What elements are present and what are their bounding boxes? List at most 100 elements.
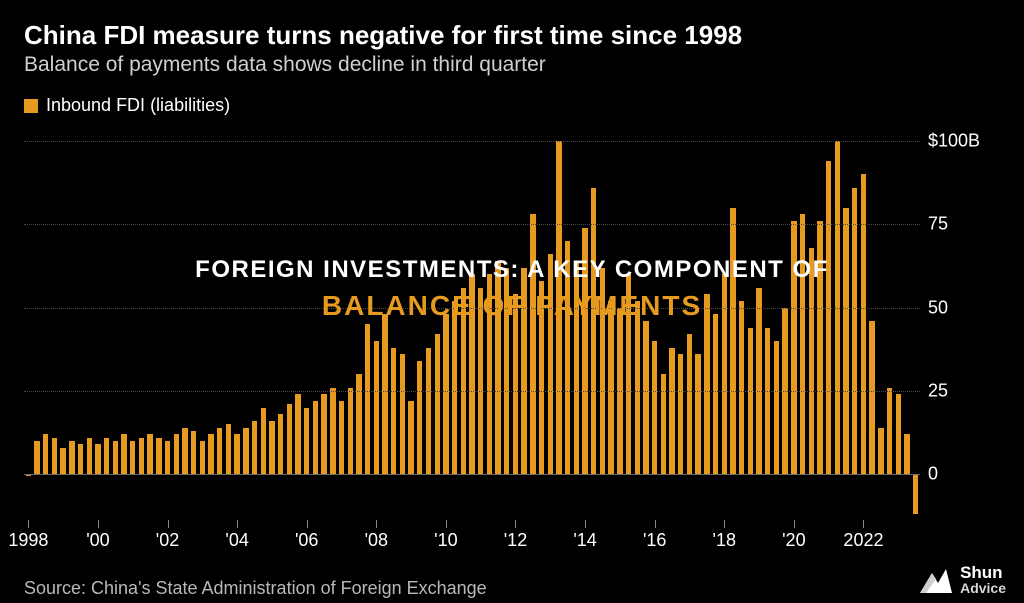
bar [321, 394, 326, 474]
legend-label: Inbound FDI (liabilities) [46, 95, 230, 116]
bar [121, 434, 126, 474]
bar [200, 441, 205, 474]
plot-region [24, 124, 920, 524]
bar [339, 401, 344, 474]
bar [261, 408, 266, 475]
x-tick [585, 520, 586, 528]
bar [391, 348, 396, 475]
bar [600, 268, 605, 475]
bar [591, 188, 596, 475]
x-tick [307, 520, 308, 528]
x-tick-label: '20 [782, 530, 805, 551]
bar [643, 321, 648, 474]
bar [174, 434, 179, 474]
x-tick [168, 520, 169, 528]
y-tick-label: 25 [928, 380, 948, 401]
x-tick [98, 520, 99, 528]
bar [608, 301, 613, 474]
bar [400, 354, 405, 474]
bar [408, 401, 413, 474]
bar [78, 444, 83, 474]
x-tick-label: '18 [713, 530, 736, 551]
bar [904, 434, 909, 474]
x-tick-label: '16 [643, 530, 666, 551]
bar [130, 441, 135, 474]
brand-name-2: Advice [960, 581, 1006, 595]
y-tick-label: 75 [928, 214, 948, 235]
legend-swatch [24, 99, 38, 113]
bar [539, 281, 544, 474]
brand-icon [918, 563, 954, 595]
bar [887, 388, 892, 475]
bar [443, 314, 448, 474]
bar [234, 434, 239, 474]
bar [69, 441, 74, 474]
bar [635, 301, 640, 474]
legend: Inbound FDI (liabilities) [24, 95, 1000, 116]
bar [756, 288, 761, 475]
gridline [24, 308, 920, 309]
bar [426, 348, 431, 475]
bar [495, 261, 500, 474]
bar [852, 188, 857, 475]
bar [269, 421, 274, 474]
x-tick [28, 520, 29, 528]
x-tick [724, 520, 725, 528]
bar [156, 438, 161, 475]
bar [817, 221, 822, 474]
x-tick [376, 520, 377, 528]
bar [913, 474, 918, 514]
bar [113, 441, 118, 474]
bar [243, 428, 248, 475]
bar [669, 348, 674, 475]
bar [626, 274, 631, 474]
bar [95, 444, 100, 474]
chart-area: 0255075$100B [24, 124, 1000, 524]
source-attribution: Source: China's State Administration of … [24, 578, 1000, 599]
brand-logo: Shun Advice [918, 563, 1006, 595]
bar [826, 161, 831, 474]
bar [565, 241, 570, 474]
bar [843, 208, 848, 475]
baseline [24, 474, 920, 475]
bar [208, 434, 213, 474]
bar [182, 428, 187, 475]
bar [304, 408, 309, 475]
x-tick [863, 520, 864, 528]
bar [869, 321, 874, 474]
bar [417, 361, 422, 474]
bar [139, 438, 144, 475]
bar [695, 354, 700, 474]
chart-subtitle: Balance of payments data shows decline i… [24, 53, 1000, 77]
x-tick [446, 520, 447, 528]
bar [748, 328, 753, 475]
bar [574, 261, 579, 474]
bar [104, 438, 109, 475]
bar [382, 314, 387, 474]
x-axis-labels: 1998'00'02'04'06'08'10'12'14'16'18'20202… [24, 530, 920, 556]
bar [800, 214, 805, 474]
bar [34, 441, 39, 474]
x-tick [794, 520, 795, 528]
x-tick-label: '10 [434, 530, 457, 551]
bar [513, 294, 518, 474]
x-tick-label: 2022 [843, 530, 883, 551]
gridline [24, 391, 920, 392]
bar [504, 268, 509, 475]
x-tick-label: '08 [365, 530, 388, 551]
bar [469, 274, 474, 474]
bar [87, 438, 92, 475]
bar [896, 394, 901, 474]
bar [678, 354, 683, 474]
bar [730, 208, 735, 475]
bar [191, 431, 196, 474]
bar [661, 374, 666, 474]
bar [252, 421, 257, 474]
y-tick-label: 0 [928, 464, 938, 485]
bar [478, 288, 483, 475]
x-tick-label: '06 [295, 530, 318, 551]
bar [652, 341, 657, 474]
bar [704, 294, 709, 474]
bar [722, 274, 727, 474]
bar [330, 388, 335, 475]
